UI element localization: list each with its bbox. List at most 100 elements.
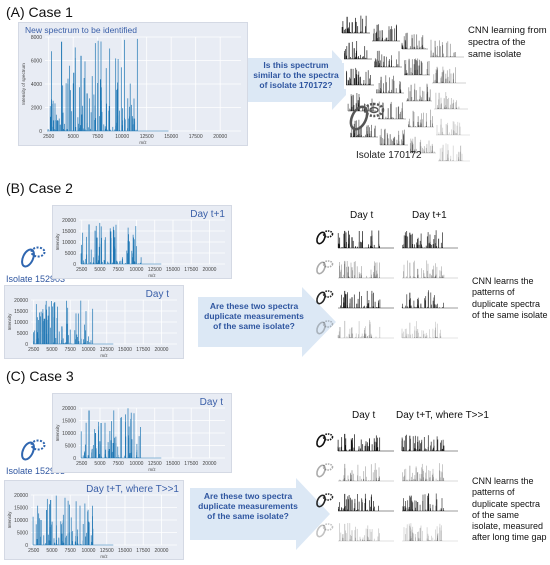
- case1-question: Is this spectrum similar to the spectra …: [253, 60, 339, 90]
- y-tick-label: 15000: [14, 309, 28, 315]
- case1-arrow: Is this spectrum similar to the spectra …: [248, 50, 360, 110]
- case2-col-right: Day t+1: [412, 210, 447, 221]
- x-tick-label: 2500: [43, 134, 54, 140]
- y-tick-label: 8000: [31, 35, 42, 41]
- y-tick-label: 0: [25, 543, 28, 549]
- y-tick-label: 15000: [62, 229, 76, 235]
- y-tick-label: 5000: [17, 331, 28, 337]
- x-tick-label: 5000: [46, 347, 57, 353]
- x-tick-label: 7500: [113, 267, 124, 273]
- y-axis-label: Intensity: [7, 511, 12, 529]
- case3-bottom-label: Day t+T, where T>>1: [86, 484, 179, 495]
- case2-grid-svg: [316, 230, 458, 339]
- case3-bottom-plot: 20000 15000 10000 5000 0 2500 5000 7500 10000 125…: [4, 480, 184, 560]
- x-tick-label: 20000: [203, 461, 217, 467]
- y-tick-label: 0: [73, 262, 76, 268]
- bacteria-icon: [316, 290, 334, 305]
- x-axis-label: m/z: [100, 353, 108, 358]
- x-axis-label: m/z: [148, 467, 156, 472]
- x-tick-label: 12500: [140, 134, 154, 140]
- x-tick-label: 7500: [92, 134, 103, 140]
- x-tick-label: 7500: [65, 347, 76, 353]
- spectrum-card: [432, 87, 468, 113]
- y-tick-label: 0: [25, 342, 28, 348]
- case1-title: (A) Case 1: [6, 4, 73, 20]
- bacteria-icon: [316, 320, 334, 335]
- case3-question: Are these two spectra duplicate measurem…: [198, 491, 298, 521]
- x-tick-label: 15000: [118, 347, 132, 353]
- x-tick-label: 12500: [100, 347, 114, 353]
- case3-col-right: Day t+T, where T>>1: [396, 410, 489, 421]
- y-axis-label: Intensity: [7, 313, 12, 331]
- case3-col-left: Day t: [352, 410, 376, 421]
- x-tick-label: 5000: [68, 134, 79, 140]
- bacteria-icon: [316, 523, 334, 538]
- x-axis-label: m/z: [148, 273, 156, 278]
- bacteria-icon-case3: [18, 435, 46, 465]
- case1-stack-svg: [340, 11, 472, 165]
- x-tick-label: 17500: [184, 267, 198, 273]
- y-tick-label: 15000: [62, 419, 76, 425]
- case2-top-label: Day t+1: [190, 209, 225, 220]
- x-tick-label: 20000: [155, 347, 169, 353]
- y-tick-label: 2000: [31, 106, 42, 112]
- x-tick-label: 5000: [94, 267, 105, 273]
- x-axis-label: m/z: [139, 140, 147, 145]
- x-tick-label: 10000: [130, 267, 144, 273]
- x-tick-label: 12500: [148, 461, 162, 467]
- x-tick-label: 2500: [28, 548, 39, 554]
- case2-isolate-label: Isolate 152903: [6, 274, 66, 284]
- case3-isolate-label: Isolate 152903: [6, 466, 66, 476]
- bacteria-icon-case2: [18, 242, 46, 272]
- x-tick-label: 10000: [130, 461, 144, 467]
- x-tick-label: 12500: [100, 548, 114, 554]
- case2-cnn-text: CNN learns the patterns of duplicate spe…: [472, 276, 548, 320]
- y-tick-label: 20000: [62, 218, 76, 224]
- case3-pairs-grid: [314, 425, 464, 560]
- y-tick-label: 20000: [62, 406, 76, 412]
- x-tick-label: 20000: [213, 134, 227, 140]
- spectrum-card: [434, 113, 470, 139]
- x-tick-label: 7500: [65, 548, 76, 554]
- bacteria-icon: [316, 493, 334, 508]
- x-tick-label: 10000: [82, 347, 96, 353]
- x-tick-label: 5000: [94, 461, 105, 467]
- x-axis-label: m/z: [100, 554, 108, 559]
- case2-bottom-label: Day t: [145, 289, 169, 300]
- y-tick-label: 10000: [62, 431, 76, 437]
- bacteria-icon: [316, 463, 334, 478]
- x-tick-label: 7500: [113, 461, 124, 467]
- spectrum-card: [436, 139, 472, 165]
- y-tick-label: 4000: [31, 82, 42, 88]
- case1-spectrum-svg: 8000 6000 4000 20000 2500 5000 7500 10000 12500 1…: [21, 35, 241, 145]
- case2-arrow: Are these two spectra duplicate measurem…: [198, 287, 336, 357]
- x-tick-label: 20000: [155, 548, 169, 554]
- x-tick-label: 17500: [136, 347, 150, 353]
- y-tick-label: 0: [73, 456, 76, 462]
- bacteria-icon: [345, 96, 385, 138]
- y-tick-label: 5000: [65, 251, 76, 257]
- bacteria-icon: [316, 230, 334, 245]
- arrow-right-icon: [198, 287, 336, 357]
- x-tick-label: 2500: [76, 461, 87, 467]
- x-tick-label: 2500: [76, 267, 87, 273]
- x-tick-label: 17500: [189, 134, 203, 140]
- y-tick-label: 15000: [14, 506, 28, 512]
- bacteria-icon: [316, 433, 334, 448]
- case1-plot-title: New spectrum to be identified: [25, 25, 137, 35]
- arrow-right-icon: [248, 50, 360, 110]
- x-tick-label: 15000: [118, 548, 132, 554]
- case2-question: Are these two spectra duplicate measurem…: [204, 301, 304, 331]
- y-tick-label: 6000: [31, 59, 42, 65]
- x-tick-label: 10000: [115, 134, 129, 140]
- case2-pairs-grid: [314, 222, 464, 357]
- case3-grid-svg: [316, 433, 458, 542]
- case3-cnn-text: CNN learns the patterns of duplicate spe…: [472, 476, 547, 543]
- case2-bottom-plot: 20000 15000 10000 5000 0 2500 5000 7500 10000 125…: [4, 285, 184, 359]
- spectrum-card: [428, 35, 464, 61]
- case2-top-plot: 20000 15000 10000 5000 0 2500 5000 7500 10000 125…: [52, 205, 232, 279]
- y-tick-label: 20000: [14, 493, 28, 499]
- case3-top-label: Day t: [199, 397, 223, 408]
